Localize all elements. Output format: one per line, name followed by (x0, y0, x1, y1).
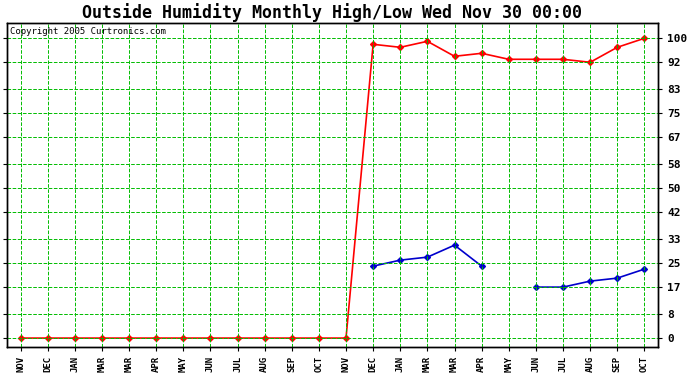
Text: Copyright 2005 Curtronics.com: Copyright 2005 Curtronics.com (10, 27, 166, 36)
Title: Outside Humidity Monthly High/Low Wed Nov 30 00:00: Outside Humidity Monthly High/Low Wed No… (82, 3, 582, 22)
